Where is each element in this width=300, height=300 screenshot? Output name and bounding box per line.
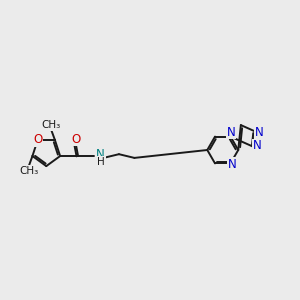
Text: N: N: [253, 140, 262, 152]
Text: H: H: [97, 157, 105, 166]
Text: N: N: [227, 126, 236, 139]
Text: CH₃: CH₃: [41, 120, 61, 130]
Text: O: O: [71, 133, 80, 146]
Text: N: N: [255, 126, 263, 139]
Text: N: N: [228, 158, 236, 170]
Text: CH₃: CH₃: [19, 166, 38, 176]
Text: O: O: [33, 133, 42, 146]
Text: N: N: [96, 148, 105, 161]
